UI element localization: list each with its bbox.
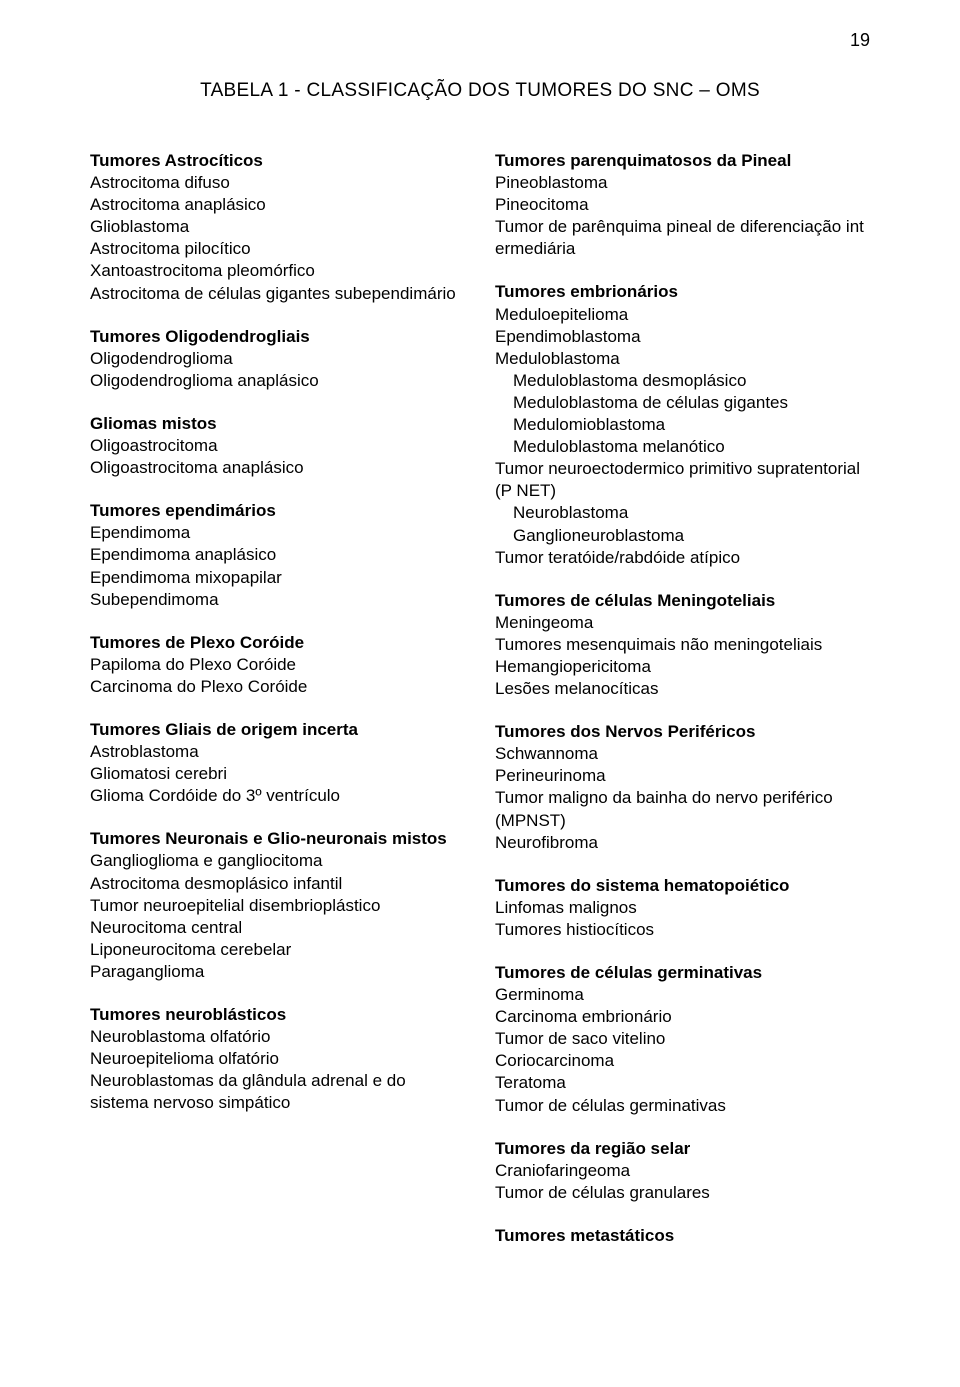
tumor-item: Meduloepitelioma — [495, 304, 870, 326]
tumor-item: Tumores histiocíticos — [495, 919, 870, 941]
tumor-item: Medulomioblastoma — [495, 414, 870, 436]
tumor-group: Gliomas mistosOligoastrocitomaOligoastro… — [90, 413, 465, 479]
tumor-item: Tumor neuroepitelial disembrioplástico — [90, 895, 465, 917]
group-title: Tumores neuroblásticos — [90, 1004, 465, 1026]
group-title: Tumores parenquimatosos da Pineal — [495, 150, 870, 172]
tumor-group: Tumores AstrocíticosAstrocitoma difusoAs… — [90, 150, 465, 305]
tumor-item: Germinoma — [495, 984, 870, 1006]
tumor-item: Linfomas malignos — [495, 897, 870, 919]
tumor-group: Tumores metastáticos — [495, 1225, 870, 1247]
tumor-item: Meduloblastoma desmoplásico — [495, 370, 870, 392]
group-title: Tumores Neuronais e Glio-neuronais misto… — [90, 828, 465, 850]
tumor-item: Tumor teratóide/rabdóide atípico — [495, 547, 870, 569]
tumor-item: Tumor neuroectodermico primitivo suprate… — [495, 458, 870, 502]
tumor-item: Hemangiopericitoma — [495, 656, 870, 678]
group-title: Gliomas mistos — [90, 413, 465, 435]
tumor-item: Pineoblastoma — [495, 172, 870, 194]
tumor-item: Pineocitoma — [495, 194, 870, 216]
tumor-item: Papiloma do Plexo Coróide — [90, 654, 465, 676]
group-title: Tumores Astrocíticos — [90, 150, 465, 172]
tumor-item: Subependimoma — [90, 589, 465, 611]
tumor-item: Neurocitoma central — [90, 917, 465, 939]
group-title: Tumores Oligodendrogliais — [90, 326, 465, 348]
tumor-item: Ependimoma — [90, 522, 465, 544]
table-title: TABELA 1 - CLASSIFICAÇÃO DOS TUMORES DO … — [0, 80, 960, 102]
tumor-item: Tumores mesenquimais não meningoteliais — [495, 634, 870, 656]
tumor-item: Neuroepitelioma olfatório — [90, 1048, 465, 1070]
tumor-item: Ependimoma mixopapilar — [90, 567, 465, 589]
group-title: Tumores ependimários — [90, 500, 465, 522]
tumor-item: Coriocarcinoma — [495, 1050, 870, 1072]
tumor-item: Tumor de parênquima pineal de diferencia… — [495, 216, 870, 260]
tumor-item: Neuroblastoma — [495, 502, 870, 524]
group-title: Tumores Gliais de origem incerta — [90, 719, 465, 741]
tumor-group: Tumores da região selarCraniofaringeomaT… — [495, 1138, 870, 1204]
tumor-item: Astrocitoma anaplásico — [90, 194, 465, 216]
content-columns: Tumores AstrocíticosAstrocitoma difusoAs… — [90, 150, 870, 1268]
tumor-item: Ganglioneuroblastoma — [495, 525, 870, 547]
tumor-group: Tumores de Plexo CoróidePapiloma do Plex… — [90, 632, 465, 698]
tumor-item: Astrocitoma desmoplásico infantil — [90, 873, 465, 895]
tumor-group: Tumores do sistema hematopoiéticoLinfoma… — [495, 875, 870, 941]
tumor-group: Tumores de células germinativasGerminoma… — [495, 962, 870, 1117]
page-number: 19 — [850, 30, 870, 51]
tumor-group: Tumores OligodendrogliaisOligodendroglio… — [90, 326, 465, 392]
tumor-item: Xantoastrocitoma pleomórfico — [90, 260, 465, 282]
tumor-item: Carcinoma do Plexo Coróide — [90, 676, 465, 698]
tumor-item: Schwannoma — [495, 743, 870, 765]
tumor-group: Tumores Gliais de origem incertaAstrobla… — [90, 719, 465, 807]
tumor-group: Tumores dos Nervos PeriféricosSchwannoma… — [495, 721, 870, 854]
tumor-item: Neuroblastomas da glândula adrenal e do … — [90, 1070, 465, 1114]
tumor-group: Tumores ependimáriosEpendimomaEpendimoma… — [90, 500, 465, 610]
right-column: Tumores parenquimatosos da PinealPineobl… — [495, 150, 870, 1268]
tumor-item: Lesões melanocíticas — [495, 678, 870, 700]
tumor-item: Gliomatosi cerebri — [90, 763, 465, 785]
tumor-item: Ganglioglioma e gangliocitoma — [90, 850, 465, 872]
tumor-item: Meningeoma — [495, 612, 870, 634]
group-title: Tumores de Plexo Coróide — [90, 632, 465, 654]
tumor-item: Oligodendroglioma — [90, 348, 465, 370]
tumor-item: Neurofibroma — [495, 832, 870, 854]
group-title: Tumores de células Meningoteliais — [495, 590, 870, 612]
tumor-item: Tumor maligno da bainha do nervo perifér… — [495, 787, 870, 831]
tumor-item: Neuroblastoma olfatório — [90, 1026, 465, 1048]
tumor-item: Craniofaringeoma — [495, 1160, 870, 1182]
tumor-item: Carcinoma embrionário — [495, 1006, 870, 1028]
tumor-item: Oligoastrocitoma — [90, 435, 465, 457]
tumor-group: Tumores neuroblásticosNeuroblastoma olfa… — [90, 1004, 465, 1114]
group-title: Tumores de células germinativas — [495, 962, 870, 984]
tumor-group: Tumores de células MeningoteliaisMeninge… — [495, 590, 870, 700]
tumor-item: Meduloblastoma — [495, 348, 870, 370]
tumor-group: Tumores Neuronais e Glio-neuronais misto… — [90, 828, 465, 983]
tumor-item: Meduloblastoma melanótico — [495, 436, 870, 458]
tumor-group: Tumores parenquimatosos da PinealPineobl… — [495, 150, 870, 260]
tumor-item: Astrocitoma de células gigantes subepend… — [90, 283, 465, 305]
group-title: Tumores do sistema hematopoiético — [495, 875, 870, 897]
tumor-item: Astrocitoma difuso — [90, 172, 465, 194]
tumor-item: Tumor de células germinativas — [495, 1095, 870, 1117]
tumor-item: Paraganglioma — [90, 961, 465, 983]
tumor-item: Tumor de células granulares — [495, 1182, 870, 1204]
tumor-item: Astroblastoma — [90, 741, 465, 763]
tumor-item: Teratoma — [495, 1072, 870, 1094]
tumor-item: Astrocitoma pilocítico — [90, 238, 465, 260]
tumor-item: Glioma Cordóide do 3º ventrículo — [90, 785, 465, 807]
tumor-item: Glioblastoma — [90, 216, 465, 238]
tumor-item: Ependimoblastoma — [495, 326, 870, 348]
tumor-item: Perineurinoma — [495, 765, 870, 787]
tumor-item: Oligoastrocitoma anaplásico — [90, 457, 465, 479]
group-title: Tumores da região selar — [495, 1138, 870, 1160]
tumor-item: Oligodendroglioma anaplásico — [90, 370, 465, 392]
tumor-item: Meduloblastoma de células gigantes — [495, 392, 870, 414]
left-column: Tumores AstrocíticosAstrocitoma difusoAs… — [90, 150, 465, 1268]
tumor-group: Tumores embrionáriosMeduloepiteliomaEpen… — [495, 281, 870, 568]
tumor-item: Tumor de saco vitelino — [495, 1028, 870, 1050]
tumor-item: Liponeurocitoma cerebelar — [90, 939, 465, 961]
group-title: Tumores embrionários — [495, 281, 870, 303]
tumor-item: Ependimoma anaplásico — [90, 544, 465, 566]
group-title: Tumores metastáticos — [495, 1225, 870, 1247]
group-title: Tumores dos Nervos Periféricos — [495, 721, 870, 743]
